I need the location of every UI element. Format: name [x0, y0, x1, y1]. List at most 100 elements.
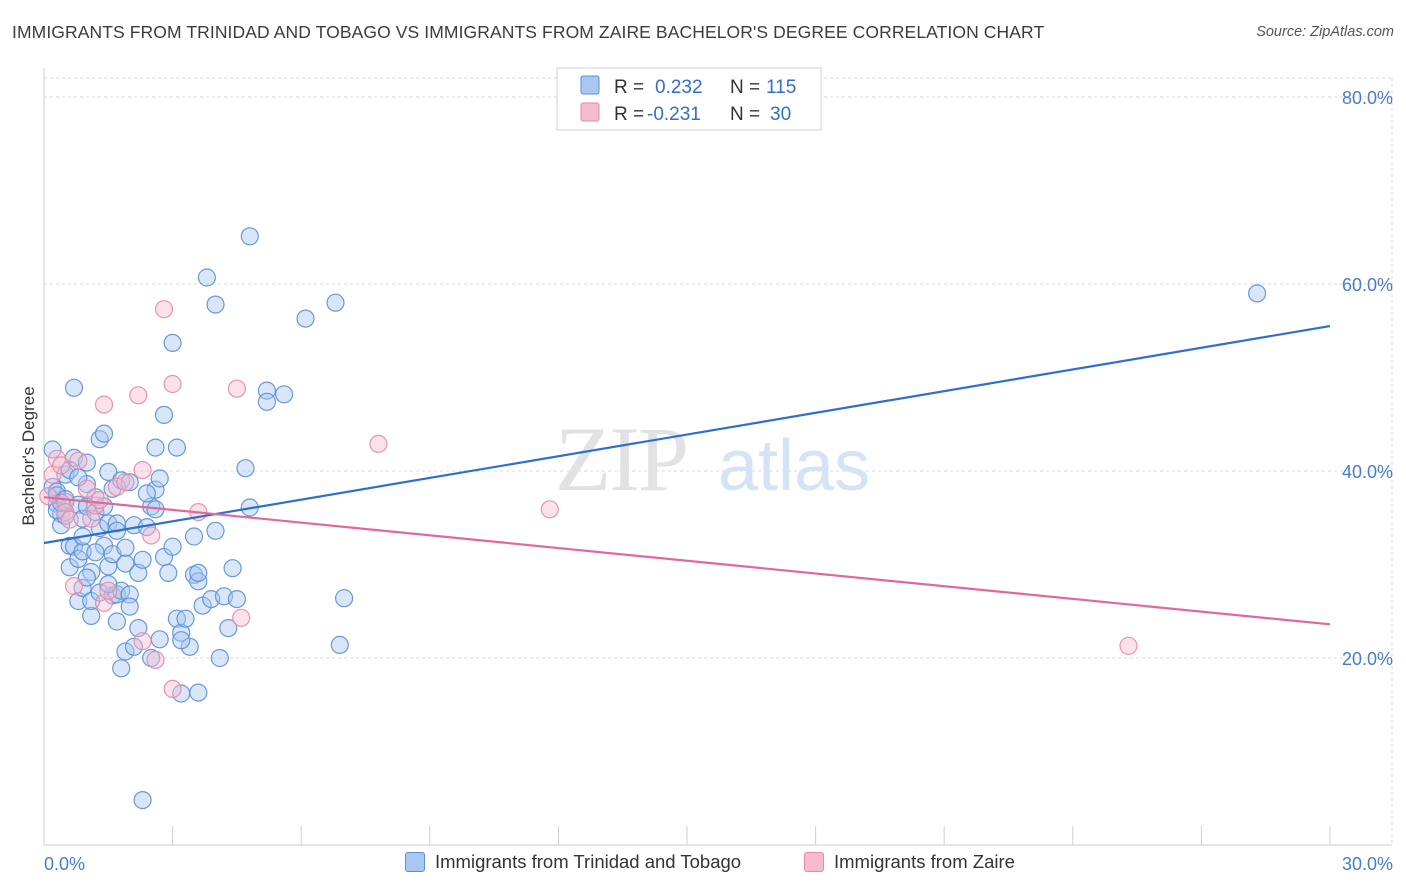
point-trinidad-49	[116, 642, 135, 661]
point-trinidad-108	[172, 631, 191, 650]
point-zaire-29	[369, 434, 388, 453]
point-zaire-22	[146, 650, 165, 670]
point-trinidad-105	[99, 574, 118, 594]
point-trinidad-93	[240, 227, 259, 246]
legend-swatch-pink	[580, 102, 600, 122]
legend-r-label-2: R =	[614, 104, 644, 125]
point-zaire-0	[39, 487, 58, 506]
point-trinidad-68	[163, 333, 182, 352]
y-tick-label-0: 20.0%	[1342, 649, 1393, 669]
y-tick-label-1: 40.0%	[1342, 462, 1393, 482]
point-trinidad-24	[82, 606, 101, 626]
point-zaire-31	[1119, 636, 1138, 655]
legend-n-label-2: N =	[730, 104, 760, 125]
data-points	[39, 227, 1267, 810]
point-trinidad-85	[206, 295, 225, 314]
point-trinidad-111	[107, 612, 127, 631]
point-trinidad-69	[163, 537, 182, 556]
source-label: Source: ZipAtlas.com	[1256, 24, 1394, 40]
point-zaire-7	[64, 576, 84, 596]
x-tick-label-1: 30.0%	[1342, 854, 1393, 874]
point-zaire-3	[51, 456, 71, 475]
point-trinidad-100	[335, 589, 354, 608]
point-trinidad-95	[257, 392, 276, 411]
point-trinidad-86	[210, 648, 229, 668]
point-trinidad-98	[326, 293, 345, 312]
point-trinidad-97	[296, 309, 315, 328]
point-trinidad-89	[223, 559, 242, 578]
y-tick-label-3: 80.0%	[1342, 88, 1393, 108]
bottom-legend-item-2: Immigrants from Zaire	[804, 851, 1015, 873]
point-zaire-9	[77, 479, 97, 498]
point-trinidad-67	[159, 563, 178, 583]
point-trinidad-90	[227, 589, 246, 609]
point-trinidad-91	[236, 459, 255, 478]
legend-n-value-1: 115	[766, 77, 796, 98]
point-zaire-27	[227, 379, 246, 398]
point-zaire-19	[133, 632, 152, 651]
point-zaire-6	[60, 510, 79, 529]
point-zaire-17	[116, 473, 135, 492]
trend-line-trinidad	[43, 324, 1331, 545]
point-trinidad-113	[77, 568, 97, 587]
point-zaire-12	[90, 490, 109, 510]
point-trinidad-99	[330, 635, 349, 655]
axes	[43, 68, 1392, 846]
point-trinidad-36	[99, 462, 118, 481]
point-zaire-8	[69, 451, 88, 470]
point-zaire-15	[99, 581, 118, 600]
point-trinidad-112	[137, 484, 156, 503]
point-trinidad-13	[64, 378, 84, 397]
point-trinidad-63	[150, 469, 169, 488]
legend-n-label-1: N =	[730, 77, 760, 98]
point-trinidad-84	[206, 521, 225, 540]
bottom-legend-swatch-pink	[804, 852, 824, 872]
point-trinidad-106	[120, 597, 139, 616]
point-zaire-23	[154, 300, 174, 319]
point-trinidad-104	[86, 543, 105, 562]
legend-r-value-2: -0.231	[647, 104, 701, 125]
point-zaire-13	[94, 593, 114, 612]
bottom-legend-label-1: Immigrants from Trinidad and Tobago	[435, 851, 742, 872]
tick-labels: 20.0% 40.0% 60.0% 80.0% 0.0% 30.0%	[44, 88, 1393, 874]
point-trinidad-70	[167, 438, 186, 457]
point-zaire-30	[540, 500, 559, 519]
bottom-legend-swatch-blue	[405, 852, 425, 872]
point-zaire-25	[163, 679, 182, 699]
point-zaire-18	[129, 386, 148, 405]
grid-lines	[44, 77, 1393, 845]
point-zaire-16	[107, 477, 127, 496]
y-axis-label: Bachelor's Degree	[19, 386, 38, 525]
point-trinidad-77	[184, 527, 204, 546]
point-zaire-28	[232, 608, 251, 627]
chart-title: IMMIGRANTS FROM TRINIDAD AND TOBAGO VS I…	[12, 22, 1045, 42]
point-trinidad-32	[94, 424, 114, 443]
point-zaire-24	[163, 374, 182, 394]
point-trinidad-0	[43, 440, 62, 459]
point-zaire-21	[142, 526, 161, 545]
point-trinidad-64	[150, 630, 169, 649]
point-trinidad-66	[154, 405, 174, 424]
watermark-atlas: atlas	[718, 426, 870, 506]
point-zaire-20	[133, 461, 152, 480]
point-trinidad-88	[219, 618, 238, 638]
point-trinidad-48	[116, 538, 135, 557]
bottom-legend-label-2: Immigrants from Zaire	[834, 851, 1015, 872]
trend-line-zaire	[43, 496, 1331, 626]
x-tick-label-0: 0.0%	[44, 854, 85, 874]
point-trinidad-78	[189, 683, 208, 702]
point-zaire-4	[56, 492, 75, 511]
bottom-legend-item-1: Immigrants from Trinidad and Tobago	[405, 851, 741, 873]
point-trinidad-74	[176, 609, 195, 628]
point-trinidad-80	[189, 563, 208, 583]
watermark-zip: ZIP	[555, 408, 687, 510]
point-trinidad-19	[73, 542, 92, 561]
legend-r-value-1: 0.232	[655, 77, 703, 98]
point-trinidad-82	[197, 268, 216, 287]
watermark: ZIP atlas	[555, 408, 870, 510]
point-trinidad-72	[172, 623, 191, 642]
point-trinidad-61	[146, 438, 165, 457]
trend-lines	[43, 324, 1331, 626]
point-trinidad-44	[112, 659, 131, 678]
